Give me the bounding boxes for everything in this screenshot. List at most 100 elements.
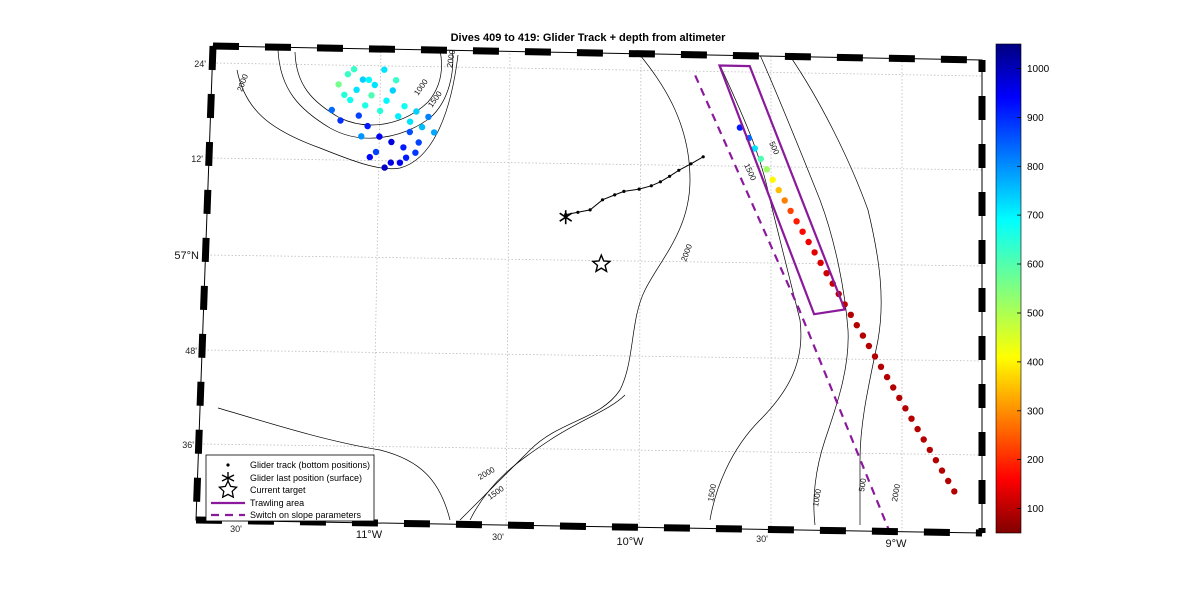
depth-point xyxy=(341,91,348,99)
depth-point xyxy=(763,166,770,173)
asterisk-stroke xyxy=(559,212,573,222)
depth-point xyxy=(793,218,800,225)
map-area: 2000 1500 1000 2000 2000 1500 2000 1500 … xyxy=(174,42,986,550)
chart-title: Dives 409 to 419: Glider Track + depth f… xyxy=(451,32,727,44)
depth-point xyxy=(350,66,358,73)
depth-point xyxy=(353,86,360,94)
legend-label: Current target xyxy=(250,485,306,495)
depth-point xyxy=(359,76,367,83)
depth-point xyxy=(938,467,946,474)
x-tick-label: 30' xyxy=(756,534,768,544)
map-background xyxy=(196,46,982,533)
legend-label: Trawling area xyxy=(250,498,304,508)
star-icon xyxy=(217,479,239,499)
depth-point xyxy=(371,81,378,89)
depth-point xyxy=(805,238,812,246)
depth-point xyxy=(883,373,891,381)
depth-point xyxy=(395,113,402,120)
depth-point xyxy=(859,332,867,339)
depth-point xyxy=(775,186,782,194)
depth-point xyxy=(902,405,909,412)
x-axis-labels: 30' 11°W 30' 10°W 30' 9°W xyxy=(230,524,907,550)
depth-point xyxy=(751,145,758,152)
depth-point xyxy=(787,207,794,215)
bathymetry-contours xyxy=(217,47,882,526)
depth-point xyxy=(415,139,422,146)
colorbar-tick-label: 700 xyxy=(1027,211,1044,222)
colorbar-tick-label: 400 xyxy=(1027,357,1044,368)
depth-point xyxy=(358,133,365,140)
depth-point xyxy=(388,138,395,146)
depth-point xyxy=(365,76,373,84)
depth-point xyxy=(337,117,344,124)
colorbar-ticks: 100 200 300 400 500 600 700 800 900 1000 xyxy=(1017,64,1050,515)
legend-label: Switch on slope parameters xyxy=(250,510,362,520)
x-tick-label: 30' xyxy=(230,524,242,534)
depth-point xyxy=(908,415,915,422)
depth-point xyxy=(368,92,375,99)
contour-1500-north xyxy=(277,47,454,139)
glider-track-point xyxy=(658,180,663,184)
depth-point xyxy=(412,149,419,156)
depth-point xyxy=(799,228,806,235)
glider-track-point xyxy=(668,174,672,178)
legend-label: Glider track (bottom positions) xyxy=(250,460,370,470)
depth-point xyxy=(355,112,362,119)
legend: Glider track (bottom positions) Glider l… xyxy=(205,454,375,522)
contour-label: 1000 xyxy=(811,488,823,508)
graticule xyxy=(199,47,982,531)
contour-1000-north xyxy=(294,49,442,126)
glider-track-point xyxy=(701,155,705,159)
depth-point xyxy=(392,77,400,84)
slope-switch-line xyxy=(694,74,891,532)
glider-track-point xyxy=(649,184,653,188)
depth-point xyxy=(389,87,396,94)
depth-point xyxy=(853,322,860,329)
depth-point xyxy=(381,164,388,171)
glider-track-point xyxy=(600,198,605,202)
depth-points xyxy=(328,66,958,495)
depth-point xyxy=(406,128,413,136)
glider-track-point xyxy=(689,162,693,166)
depth-point xyxy=(932,457,940,464)
depth-point xyxy=(945,477,952,485)
colorbar-gradient xyxy=(995,43,1022,534)
contour-label: 2000 xyxy=(445,49,457,69)
glider-track-point xyxy=(677,168,681,172)
legend-label: Glider last position (surface) xyxy=(250,473,362,483)
depth-point xyxy=(376,133,383,140)
depth-point xyxy=(920,436,927,443)
colorbar-tick-label: 600 xyxy=(1027,260,1044,271)
colorbar-tick-label: 200 xyxy=(1027,455,1044,466)
depth-point xyxy=(413,108,420,115)
depth-point xyxy=(347,96,354,104)
depth-point xyxy=(396,159,404,166)
legend-dot-icon xyxy=(226,463,230,467)
depth-point xyxy=(381,66,388,73)
depth-point xyxy=(430,129,438,136)
x-tick-label: 10°W xyxy=(616,536,644,548)
depth-point xyxy=(401,103,408,110)
y-tick-label: 48' xyxy=(185,346,197,356)
contour-500-slope xyxy=(789,55,882,525)
map-frame xyxy=(192,42,986,537)
x-tick-label: 30' xyxy=(492,532,504,542)
colorbar-tick-label: 100 xyxy=(1027,504,1044,515)
contour-2000-north xyxy=(236,54,459,170)
contour-2000-central xyxy=(459,54,691,521)
glider-track-point xyxy=(637,187,641,191)
glider-track-point xyxy=(613,193,617,197)
glider-last-position-marker xyxy=(559,210,573,225)
contour-label: 2000 xyxy=(890,483,902,503)
depth-point xyxy=(769,176,776,183)
glider-track-point xyxy=(622,189,626,193)
depth-point xyxy=(781,197,788,204)
depth-point xyxy=(951,488,958,495)
depth-point xyxy=(865,342,873,350)
depth-point xyxy=(817,259,824,266)
contour-1000-slope xyxy=(759,54,849,526)
depth-point xyxy=(406,118,414,125)
colorbar-tick-label: 500 xyxy=(1027,309,1044,320)
y-tick-label: 36' xyxy=(182,440,194,450)
